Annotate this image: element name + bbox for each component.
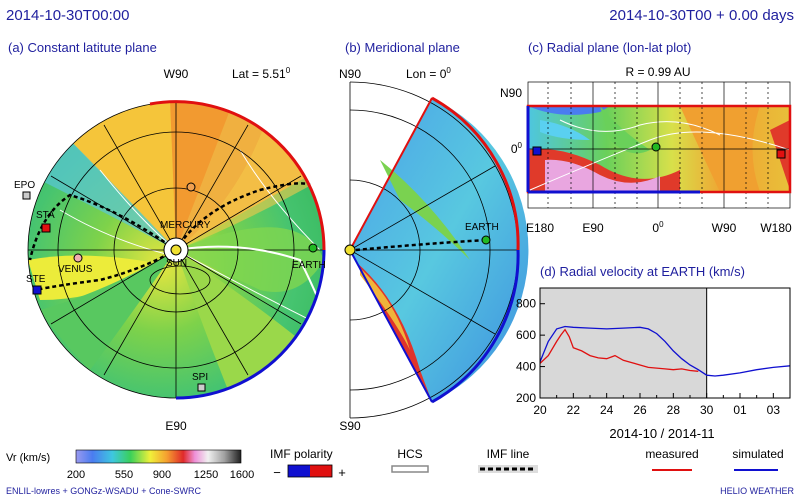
panel-c-xtick-0: 00 [652,220,664,235]
sta-marker [41,223,51,233]
x-tick-label-30: 30 [700,403,714,417]
y-tick-label-800: 800 [516,297,536,311]
panel-a-hcs [175,245,331,331]
ste-marker [32,285,42,295]
imf-polarity-minus: − [273,465,281,480]
footer-model-info: ENLIL-lowres + GONGz-WSADU + Cone-SWRC [6,486,202,496]
vr-tick-900: 900 [153,469,171,481]
x-tick-label-28: 28 [667,403,681,417]
x-tick-label-01: 01 [733,403,747,417]
panel-c-ste-marker [532,146,542,156]
sun-core-marker [170,244,182,256]
panel-b-rim-blue [431,249,520,404]
footer-brand: HELIO WEATHER [720,486,794,496]
panel-a-imf-line [174,182,311,251]
panel-c-xtick-e90: E90 [582,221,604,235]
ste-label: STE [26,274,46,285]
spi-label: SPI [192,372,208,383]
panel-b-lon-label: Lon = 00 [406,66,451,81]
chart-plot-frame [539,287,791,399]
y-tick-label-400: 400 [516,360,536,374]
panel-a-lat-label: Lat = 5.510 [232,66,291,81]
series-line-simulated [539,325,791,377]
panel-b-green-feature [380,160,470,260]
panel-b-wedge-edge-top [349,97,433,251]
panel-c-earth-marker [651,142,661,152]
panel-a-bottom-label: E90 [165,419,187,433]
panel-a-top-label: W90 [164,67,189,81]
mercury-label: MERCURY [160,220,211,231]
velocity-chart: 200 400 600 800 20 22 24 26 28 30 01 03 [516,287,791,417]
panel-b-earth-label: EARTH [465,222,499,233]
venus-marker [73,253,83,263]
earth-label: EARTH [292,260,326,271]
spi-marker [197,383,206,392]
y-tick-label-600: 600 [516,328,536,342]
imf-polarity-negative-swatch [288,465,310,477]
hcs-label: HCS [397,447,422,461]
venus-label: VENUS [58,264,93,275]
series-line-measured [539,328,699,372]
vr-tick-1600: 1600 [230,469,254,481]
panel-a-imf-line-3 [34,248,177,292]
panel-c-y-top: N90 [500,86,522,100]
panel-c-xtick-w90: W90 [712,221,737,235]
panel-a-rim-arc-2 [175,249,326,400]
x-tick-label-03: 03 [767,403,781,417]
panel-b-earth-marker [481,235,491,245]
panel-c-title: (c) Radial plane (lon-lat plot) [528,40,691,55]
x-tick-label-26: 26 [633,403,647,417]
header-datetime: 2014-10-30T00:00 [6,7,129,24]
panel-b-orange-feature [360,268,410,350]
x-tick-label-24: 24 [600,403,614,417]
epo-marker [22,191,31,200]
vr-tick-550: 550 [115,469,133,481]
panel-c-xtick-e180: E180 [526,221,554,235]
mercury-marker [186,182,196,192]
panel-b-imf-line [355,238,487,252]
panel-b-sun-marker [344,244,356,256]
epo-label: EPO [14,180,35,191]
vr-tick-1250: 1250 [194,469,218,481]
chart-title: (d) Radial velocity at EARTH (km/s) [540,264,745,279]
imf-polarity-plus: + [338,465,346,480]
legend-simulated-label: simulated [732,447,783,461]
vr-tick-200: 200 [67,469,85,481]
imf-polarity-label: IMF polarity [270,447,333,461]
earth-marker [308,243,318,253]
panel-c-sta-marker [776,149,786,159]
panel-b-title: (b) Meridional plane [345,40,460,55]
vr-colorbar-label: Vr (km/s) [6,452,50,464]
imf-polarity-swatch-frame [287,464,333,478]
panel-b-rim-red [431,96,520,251]
panel-b-top-label: N90 [339,67,361,81]
legend-measured-label: measured [645,447,698,461]
sun-label: SUN [166,258,187,269]
panel-a-title: (a) Constant latitute plane [8,40,157,55]
sta-label: STA [36,210,55,221]
chart-x-label: 2014-10 / 2014-11 [609,426,714,441]
panel-a-imf-line-2 [28,193,177,261]
imf-line-label: IMF line [487,447,530,461]
y-tick-label-200: 200 [516,391,536,405]
hcs-swatch [391,465,429,473]
panel-b-bottom-label: S90 [339,419,361,433]
panel-c-xtick-w180: W180 [760,221,792,235]
panel-c-radius: R = 0.99 AU [625,65,690,79]
vr-colorbar [75,449,242,464]
panel-c-y-mid: 00 [511,141,523,156]
header-forecast: 2014-10-30T00 + 0.00 days [609,7,794,24]
panel-b-wedge-edge-bottom [349,249,433,403]
observed-period-shade [540,288,707,398]
x-tick-label-20: 20 [533,403,547,417]
x-tick-label-22: 22 [567,403,581,417]
panel-a-bodies [22,182,318,392]
imf-polarity-positive-swatch [310,465,332,477]
panel-a-rim-arc [149,100,326,251]
